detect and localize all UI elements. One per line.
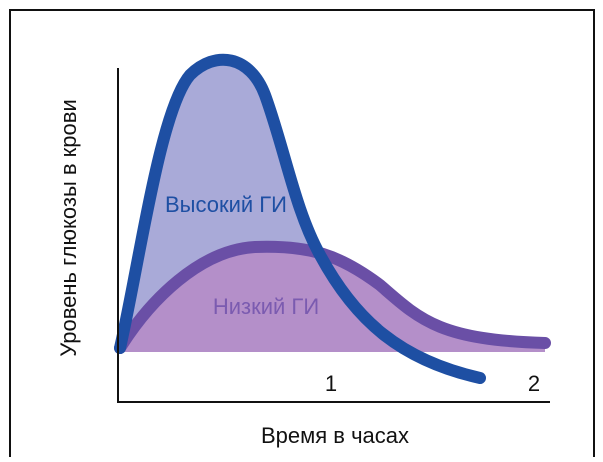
y-axis-label: Уровень глюкозы в крови [56,99,81,356]
x-axis-label: Время в часах [261,423,409,448]
x-tick-label: 2 [528,371,540,396]
low-gi-area [120,246,545,352]
high-gi-label: Высокий ГИ [165,192,287,217]
frame [9,9,595,462]
x-tick-label: 1 [325,371,337,396]
high-gi-curve [114,53,486,384]
low-gi-label: Низкий ГИ [213,294,319,319]
